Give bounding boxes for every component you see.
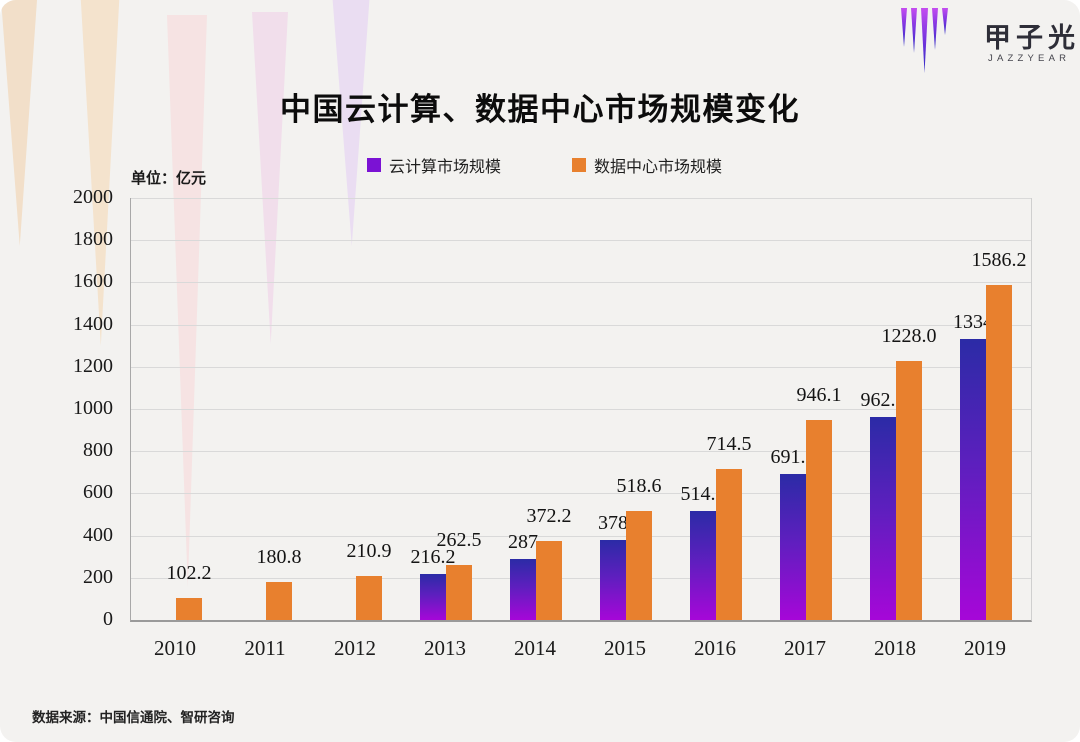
logo-spike-icon [921, 8, 928, 73]
legend-label-datacenter: 数据中心市场规模 [594, 159, 723, 176]
value-label-datacenter-2016: 714.5 [706, 433, 752, 456]
x-label-2012: 2012 [334, 636, 376, 660]
gridline-1400 [131, 324, 1031, 326]
gridline-1000 [131, 409, 1031, 410]
y-tick-label-2000: 2000 [73, 186, 113, 208]
y-tick-label-1200: 1200 [73, 354, 113, 377]
bar-cloud-2016 [690, 511, 716, 620]
unit-label: 单位：亿元 [131, 170, 207, 187]
y-tick-label-0: 0 [103, 608, 113, 630]
value-label-cloud-2014: 287 [508, 531, 538, 554]
bar-datacenter-2011 [266, 581, 292, 620]
value-label-cloud-2013: 216.2 [410, 546, 456, 569]
y-tick-label-1400: 1400 [73, 312, 113, 335]
gridline-1600 [131, 282, 1031, 284]
bar-datacenter-2013 [446, 564, 472, 620]
gridline-2000 [131, 198, 1031, 199]
logo-spike-icon [911, 8, 917, 53]
bar-datacenter-2012 [356, 575, 382, 620]
x-label-2019: 2019 [964, 636, 1006, 660]
value-label-cloud-2016: 514.9 [680, 483, 726, 506]
bar-datacenter-2017 [806, 420, 832, 620]
value-label-datacenter-2010: 102.2 [166, 562, 212, 585]
bar-cloud-2018 [870, 416, 896, 620]
legend-swatch-cloud [367, 158, 381, 172]
gridline-200 [131, 577, 1031, 579]
bar-datacenter-2014 [536, 541, 562, 620]
bar-datacenter-2015 [626, 510, 652, 620]
value-label-datacenter-2019: 1586.2 [971, 249, 1027, 272]
x-label-2016: 2016 [694, 636, 736, 660]
value-label-datacenter-2018: 1228.0 [881, 324, 937, 347]
bar-chart-plot-area: 102.2 180.8 210.9 216.2 262.5 287 372.2 378 518.… [130, 198, 1032, 622]
value-label-cloud-2018: 962.8 [860, 388, 906, 411]
legend-label-cloud: 云计算市场规模 [389, 159, 502, 176]
x-label-2010: 2010 [154, 636, 196, 660]
x-label-2015: 2015 [604, 636, 646, 660]
gridline-1800 [131, 240, 1031, 242]
x-label-2011: 2011 [244, 636, 286, 660]
value-label-datacenter-2011: 180.8 [256, 545, 302, 568]
bar-datacenter-2019 [986, 285, 1012, 620]
value-label-datacenter-2014: 372.2 [526, 505, 572, 528]
bar-datacenter-2016 [716, 469, 742, 620]
page-title: 中国云计算、数据中心市场规模变化 [280, 92, 800, 127]
y-tick-label-1800: 1800 [73, 228, 113, 251]
x-label-2014: 2014 [514, 636, 556, 660]
logo-brand-name-en: JAZZYEAR [988, 53, 1071, 64]
bar-cloud-2013 [420, 574, 446, 620]
y-tick-label-400: 400 [83, 523, 113, 546]
y-tick-label-800: 800 [83, 439, 113, 462]
legend-swatch-datacenter [572, 158, 586, 172]
logo-spike-icon [942, 8, 948, 35]
legend-item-datacenter: 数据中心市场规模 [572, 153, 722, 177]
gridline-1200 [131, 366, 1031, 368]
y-tick-label-200: 200 [83, 565, 113, 588]
value-label-cloud-2017: 691.6 [770, 446, 816, 469]
value-label-datacenter-2012: 210.9 [346, 539, 392, 562]
logo-spike-icon [901, 8, 907, 47]
value-label-datacenter-2017: 946.1 [796, 384, 842, 407]
value-label-datacenter-2013: 262.5 [436, 528, 482, 551]
logo-spike-icon [932, 8, 938, 50]
x-label-2018: 2018 [874, 636, 916, 660]
gridline-400 [131, 535, 1031, 537]
bar-cloud-2019 [960, 338, 986, 620]
bar-datacenter-2018 [896, 360, 922, 620]
bar-cloud-2015 [600, 540, 626, 620]
y-tick-label-1600: 1600 [73, 270, 113, 293]
gridline-800 [131, 451, 1031, 453]
legend-item-cloud: 云计算市场规模 [367, 153, 501, 177]
logo-brand-name: 甲子光年 [984, 23, 1080, 53]
bar-datacenter-2010 [176, 598, 202, 620]
x-label-2017: 2017 [784, 636, 826, 660]
y-tick-label-1000: 1000 [73, 397, 113, 419]
bar-cloud-2014 [510, 559, 536, 620]
gridline-600 [131, 493, 1031, 495]
decor-icicle-peach-2 [80, 0, 120, 346]
value-label-cloud-2015: 378 [598, 512, 628, 535]
value-label-datacenter-2015: 518.6 [616, 474, 662, 497]
bar-cloud-2017 [780, 474, 806, 620]
y-tick-label-600: 600 [83, 481, 113, 504]
data-source-note: 数据来源：中国信通院、智研咨询 [32, 710, 235, 725]
value-label-cloud-2019: 1334 [953, 310, 993, 333]
x-label-2013: 2013 [424, 636, 466, 660]
